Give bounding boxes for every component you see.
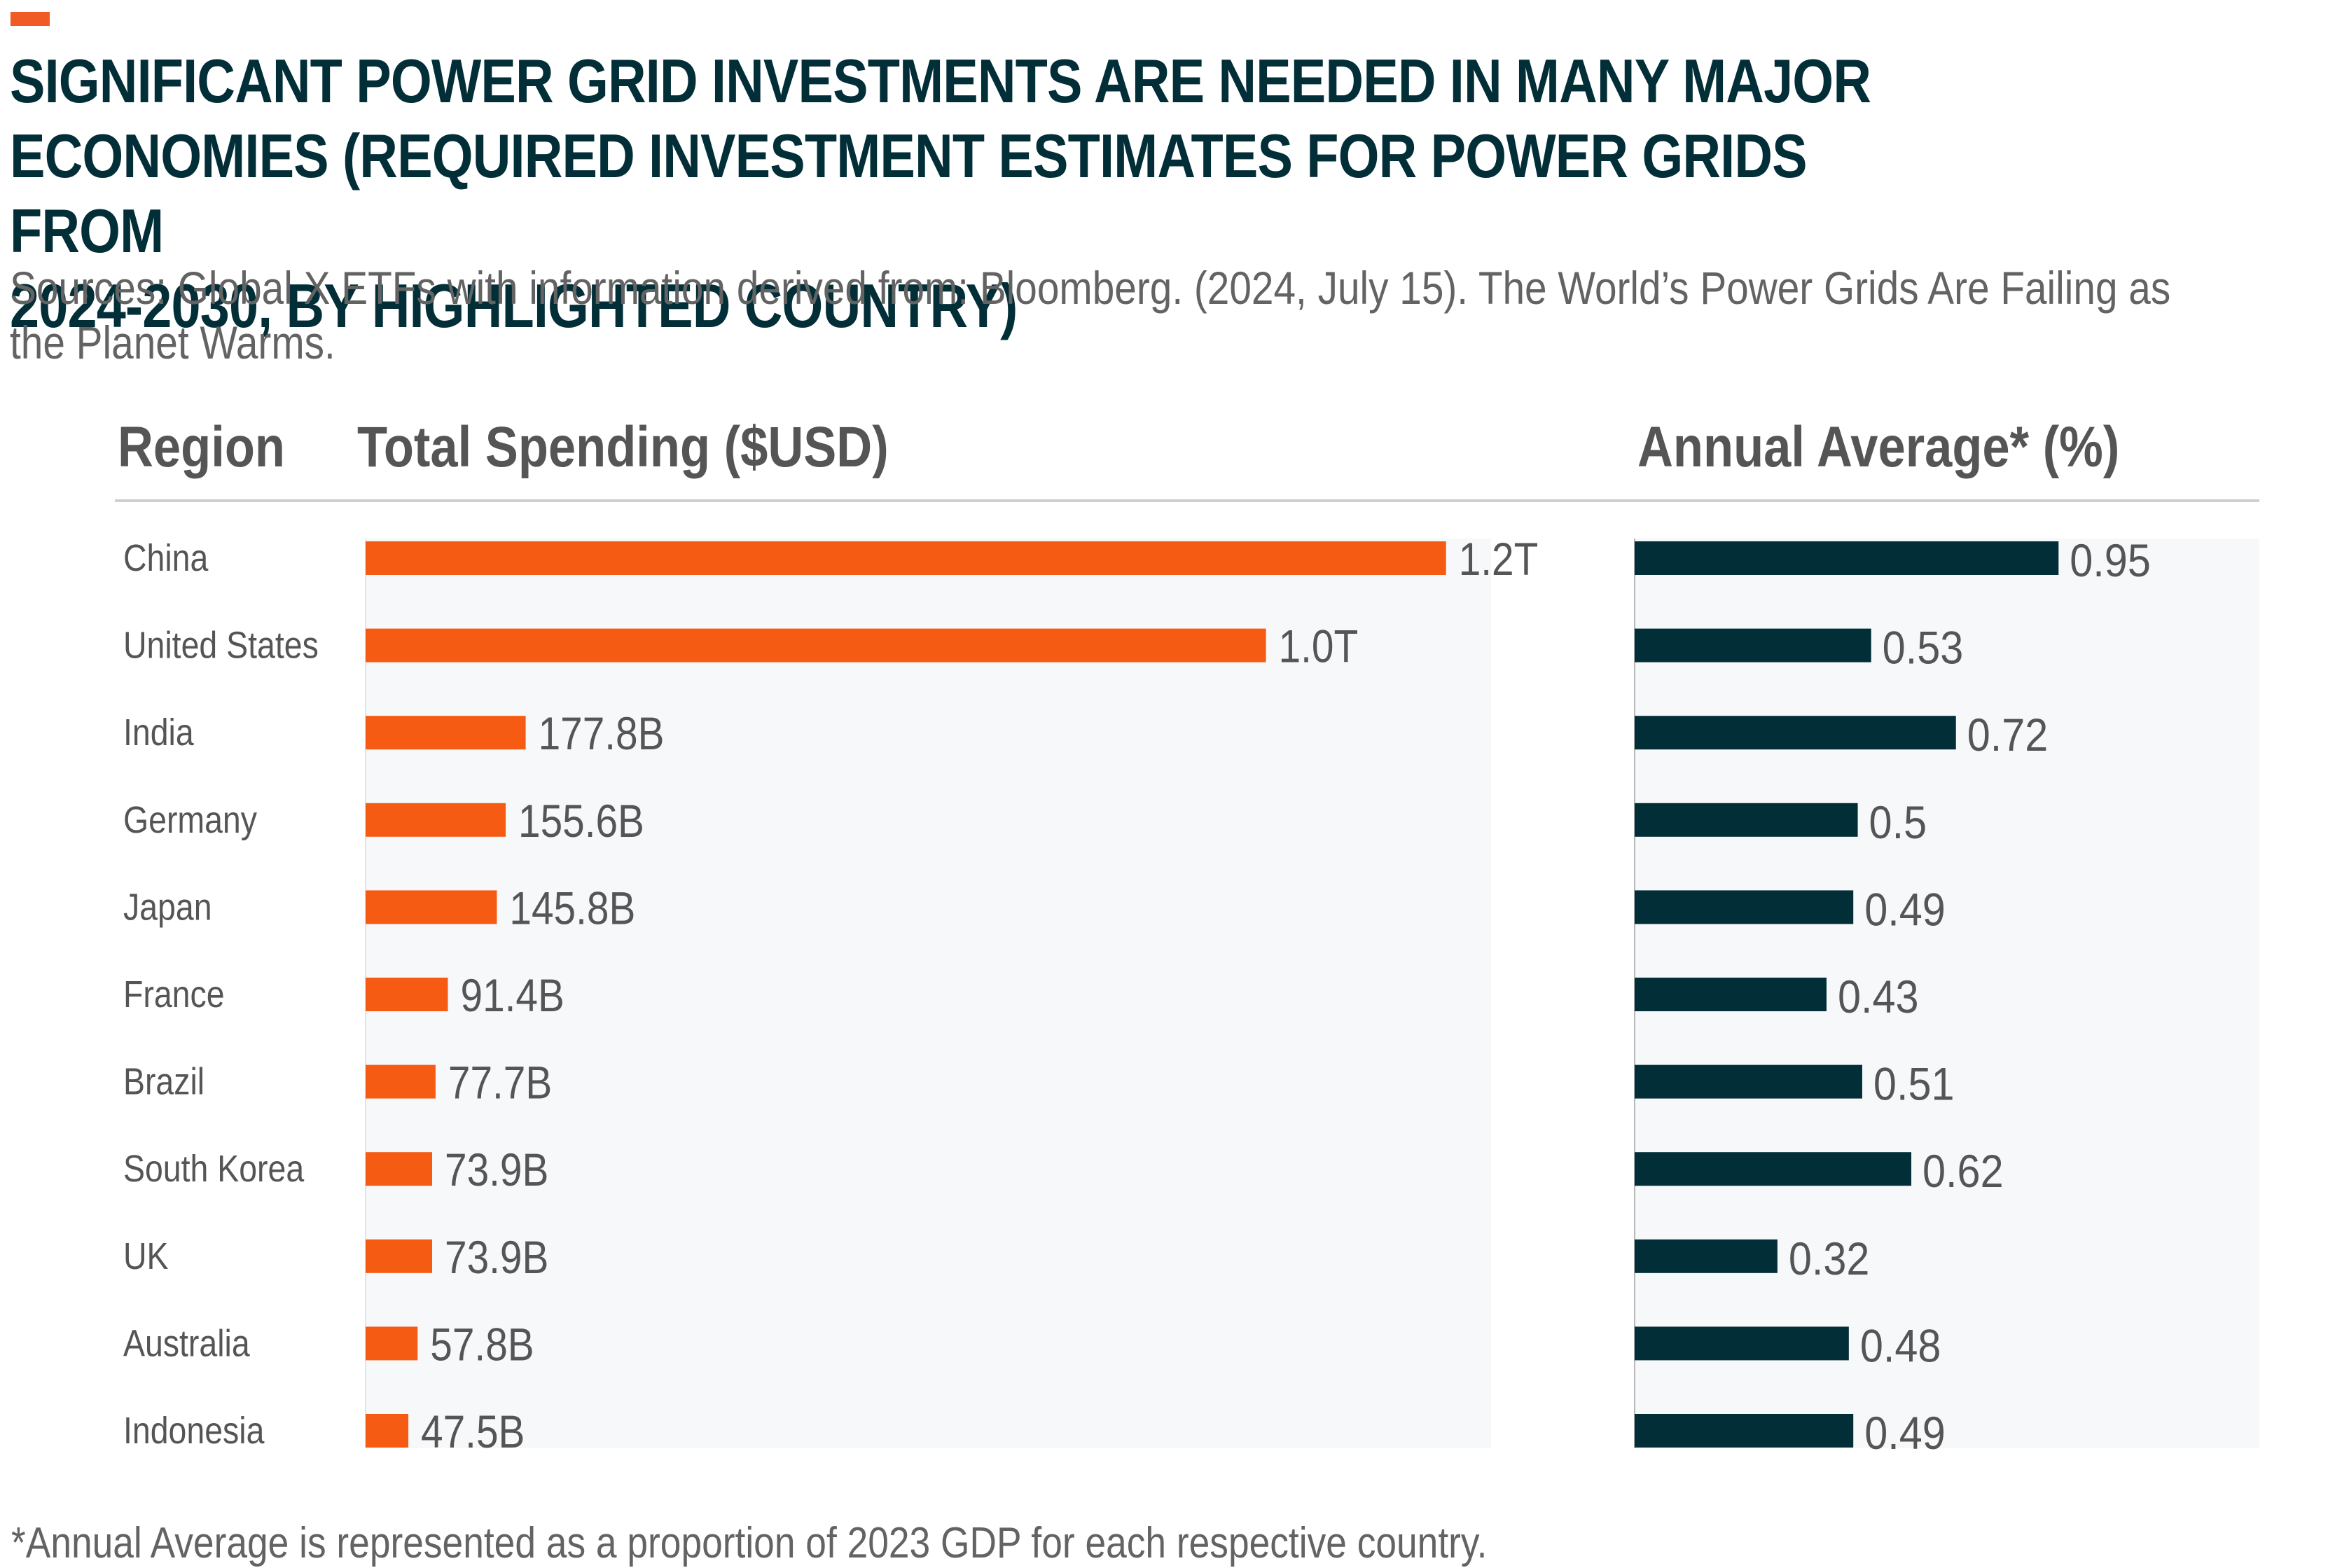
category-label: Germany [123,798,258,840]
header-divider [115,499,2259,502]
category-label: Australia [123,1321,250,1364]
annual-average-bar [1635,978,1827,1011]
spending-value-label: 1.2T [1459,534,1539,585]
spending-bar [366,803,506,837]
spending-value-label: 77.7B [448,1057,552,1109]
category-label: Indonesia [123,1409,264,1452]
category-label: UK [123,1234,169,1277]
annual-average-bar [1635,1326,1849,1361]
chart-rows: China 1.2T 0.95 United States 1.0T 0.53 India 1… [123,534,2151,1459]
spending-bar [366,1326,418,1361]
category-label: Japan [123,885,212,928]
spending-bar [366,1064,436,1099]
annual-average-value-label: 0.72 [1967,709,2049,761]
spending-bar [366,1239,433,1273]
spending-value-label: 91.4B [461,970,564,1022]
annual-average-value-label: 0.49 [1864,884,1946,936]
annual-average-bar [1635,1064,1862,1099]
spending-bar [366,628,1266,662]
spending-value-label: 155.6B [518,796,644,847]
spending-value-label: 57.8B [430,1319,534,1371]
annual-average-value-label: 0.49 [1864,1408,1946,1459]
chart-source: Sources: Global X ETFs with information … [10,262,2171,368]
annual-average-bar [1635,1239,1778,1273]
brand-accent-mark [11,12,50,26]
spending-value-label: 47.5B [421,1406,525,1458]
category-label: Brazil [123,1060,205,1102]
annual-average-value-label: 0.5 [1869,797,1927,849]
annual-average-value-label: 0.51 [1873,1059,1955,1111]
spending-value-label: 1.0T [1279,621,1359,673]
spending-value-label: 73.9B [445,1232,548,1284]
annual-average-value-label: 0.32 [1789,1233,1870,1285]
spending-panel-background [366,539,1491,1448]
category-label: South Korea [123,1147,304,1190]
spending-bar [366,716,526,750]
annual-average-bar [1635,803,1858,837]
spending-bar [366,1414,409,1448]
annual-average-value-label: 0.43 [1838,971,1919,1023]
annual-average-bar [1635,1152,1912,1186]
column-header-spending: Total Spending ($USD) [357,415,889,479]
category-label: United States [123,623,319,666]
spending-bar [366,978,448,1011]
category-label: China [123,536,208,579]
annual-average-value-label: 0.95 [2070,535,2151,587]
annual-average-bar [1635,716,1956,750]
category-label: France [123,973,225,1015]
spending-bar [366,541,1446,575]
spending-value-label: 177.8B [539,708,665,760]
column-header-region: Region [118,415,285,479]
spending-bar [366,890,497,924]
annual-average-bar [1635,890,1854,924]
annual-average-value-label: 0.53 [1883,623,1964,674]
footnote: *Annual Average is represented as a prop… [11,1519,1488,1567]
annual-average-value-label: 0.48 [1860,1321,1941,1373]
spending-value-label: 145.8B [509,882,635,934]
category-label: India [123,711,194,754]
annual-average-bar [1635,1414,1854,1448]
column-header-annual: Annual Average* (%) [1637,415,2120,479]
chart-title: SIGNIFICANT POWER GRID INVESTMENTS ARE N… [10,46,1871,340]
spending-value-label: 73.9B [445,1144,548,1196]
annual-average-bar [1635,628,1871,662]
annual-average-bar [1635,541,2059,575]
annual-average-value-label: 0.62 [1922,1146,2004,1198]
spending-bar [366,1152,433,1186]
